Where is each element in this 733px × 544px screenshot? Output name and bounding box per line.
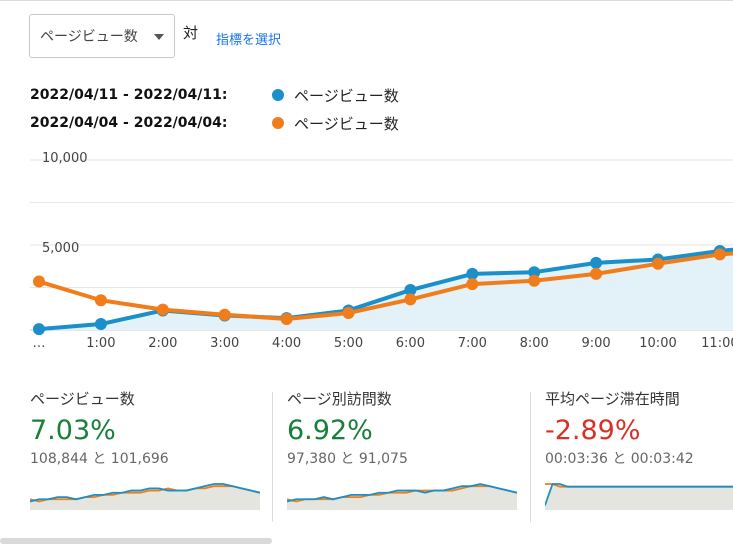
x-tick-label: 7:00 (457, 336, 487, 351)
previous-data-point (652, 257, 664, 270)
previous-data-point (528, 274, 541, 287)
legend-row-current: 2022/04/11 - 2022/04/11: ページビュー数 (30, 84, 399, 106)
sparkline-previous (30, 485, 260, 503)
current-data-point (404, 284, 417, 297)
x-tick-label: 10:00 (639, 336, 677, 351)
previous-data-point (33, 275, 45, 288)
legend-metric-name: ページビュー数 (294, 114, 399, 133)
current-data-point (33, 323, 45, 336)
sparkline-previous (287, 485, 517, 503)
x-tick-label: 8:00 (519, 336, 549, 351)
sparkline-current (30, 483, 260, 503)
card-title: ページビュー数 (30, 390, 135, 408)
x-tick-label: … (32, 336, 46, 351)
previous-data-point (218, 308, 231, 321)
summary-card-avg-time[interactable]: 平均ページ滞在時間 -2.89% 00:03:36 と 00:03:42 (545, 388, 733, 468)
metric-dropdown-label: ページビュー数 (40, 29, 138, 45)
current-data-point (94, 318, 107, 331)
dropdown-caret-icon (154, 34, 164, 40)
sparkline-area (545, 484, 733, 510)
choose-metric-link[interactable]: 指標を選択 (216, 33, 282, 48)
x-tick-label: 11:00 (701, 336, 733, 351)
versus-label: 対 (183, 24, 199, 42)
pageview-line-chart (30, 159, 733, 336)
x-tick-label: 2:00 (148, 336, 178, 351)
sparkline-current (545, 483, 733, 506)
previous-data-point (94, 294, 107, 307)
legend-row-previous: 2022/04/04 - 2022/04/04: ページビュー数 (30, 112, 399, 134)
card-comparison: 00:03:36 と 00:03:42 (545, 451, 694, 467)
card-divider (530, 392, 531, 522)
sparkline-area (30, 484, 260, 510)
card-change-value: -2.89% (545, 415, 641, 446)
x-tick-label: 1:00 (86, 336, 116, 351)
card-title: ページ別訪問数 (287, 390, 392, 408)
x-tick-label: 4:00 (271, 336, 302, 351)
x-tick-label: 3:00 (210, 336, 240, 351)
current-data-point (590, 256, 603, 269)
previous-data-point (404, 293, 417, 306)
sparkline-avg-time (545, 483, 733, 510)
card-divider (272, 392, 273, 522)
previous-data-point (466, 278, 479, 291)
summary-card-unique-pageviews[interactable]: ページ別訪問数 6.92% 97,380 と 91,075 (287, 388, 527, 468)
x-tick-label: 5:00 (333, 336, 364, 351)
legend-dot-icon (272, 117, 284, 129)
previous-data-point (342, 307, 355, 319)
legend-date-range: 2022/04/11 - 2022/04/11: (30, 87, 228, 103)
card-change-value: 7.03% (30, 415, 116, 446)
metric-dropdown[interactable]: ページビュー数 (29, 14, 175, 58)
legend-dot-icon (272, 89, 284, 101)
y-tick-label: 5,000 (42, 241, 80, 256)
sparkline-pageviews (30, 483, 260, 510)
x-tick-label: 6:00 (395, 336, 425, 351)
summary-card-pageviews[interactable]: ページビュー数 7.03% 108,844 と 101,696 (30, 388, 270, 468)
sparkline-area (287, 484, 517, 510)
legend-metric-name: ページビュー数 (294, 86, 399, 105)
current-data-point (466, 267, 479, 280)
previous-data-point (590, 267, 603, 280)
y-tick-label: 10,000 (42, 151, 88, 166)
card-change-value: 6.92% (287, 415, 373, 446)
previous-data-point (280, 312, 293, 325)
x-tick-label: 9:00 (581, 336, 611, 351)
previous-data-point (713, 248, 726, 261)
top-border (0, 0, 733, 1)
sparkline-unique-pageviews (287, 483, 517, 510)
previous-data-point (156, 303, 169, 316)
sparkline-current (287, 483, 517, 503)
card-comparison: 97,380 と 91,075 (287, 451, 408, 467)
horizontal-scrollbar[interactable] (0, 538, 272, 544)
card-comparison: 108,844 と 101,696 (30, 451, 169, 467)
card-title: 平均ページ滞在時間 (545, 390, 680, 408)
legend-date-range: 2022/04/04 - 2022/04/04: (30, 115, 228, 131)
current-data-point (528, 266, 541, 279)
